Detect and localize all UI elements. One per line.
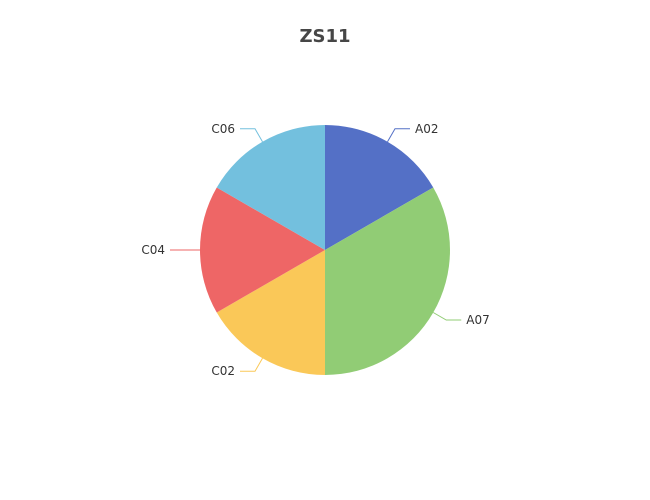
leader-line-c06 <box>240 128 263 143</box>
slice-label-c06: C06 <box>211 122 235 136</box>
slice-labels: A02 A07 C02 C04 C06 <box>141 122 489 378</box>
slice-label-a07: A07 <box>466 313 489 327</box>
pie-slice-c04[interactable] <box>200 187 325 313</box>
leader-line-a07 <box>432 312 462 321</box>
label-leader-lines <box>170 128 462 372</box>
pie-slice-c02[interactable] <box>216 250 325 375</box>
slice-label-c02: C02 <box>211 364 235 378</box>
pie-slice-a07[interactable] <box>325 187 450 376</box>
slice-label-a02: A02 <box>415 122 438 136</box>
leader-line-c02 <box>240 357 263 372</box>
slice-label-c04: C04 <box>141 243 165 257</box>
pie-slices <box>200 125 450 375</box>
chart-title: ZS11 <box>299 26 351 47</box>
pie-slice-c06[interactable] <box>216 125 325 250</box>
pie-slice-a02[interactable] <box>325 125 434 250</box>
leader-line-a02 <box>387 128 410 143</box>
